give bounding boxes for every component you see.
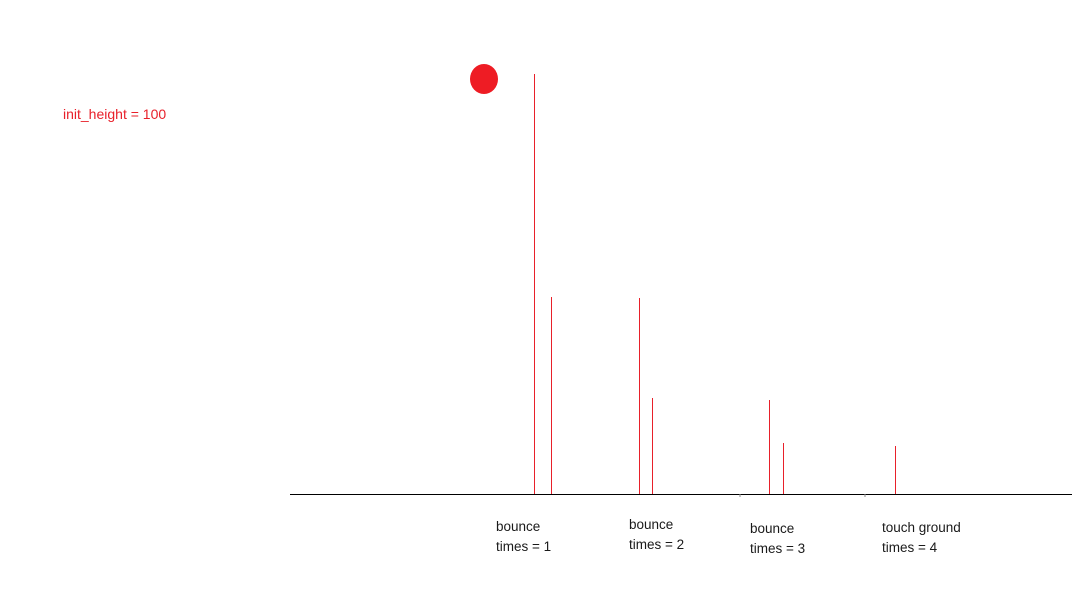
caption-line: bounce xyxy=(629,517,674,532)
caption-line: times = 4 xyxy=(882,539,938,555)
init-height-label: init_height = 100 xyxy=(63,106,167,122)
caption-bounce-2: bounce times = 2 xyxy=(629,515,684,554)
caption-line: times = 3 xyxy=(750,540,806,556)
caption-line: bounce xyxy=(496,519,541,534)
caption-touch-ground-4: touch ground times = 4 xyxy=(882,518,961,557)
caption-bounce-3: bounce times = 3 xyxy=(750,519,805,558)
caption-bounce-1: bounce times = 1 xyxy=(496,517,551,556)
caption-line: touch ground xyxy=(882,520,961,535)
caption-line: times = 1 xyxy=(496,538,552,554)
ball xyxy=(470,64,498,94)
caption-line: times = 2 xyxy=(629,536,685,552)
caption-line: bounce xyxy=(750,521,795,536)
